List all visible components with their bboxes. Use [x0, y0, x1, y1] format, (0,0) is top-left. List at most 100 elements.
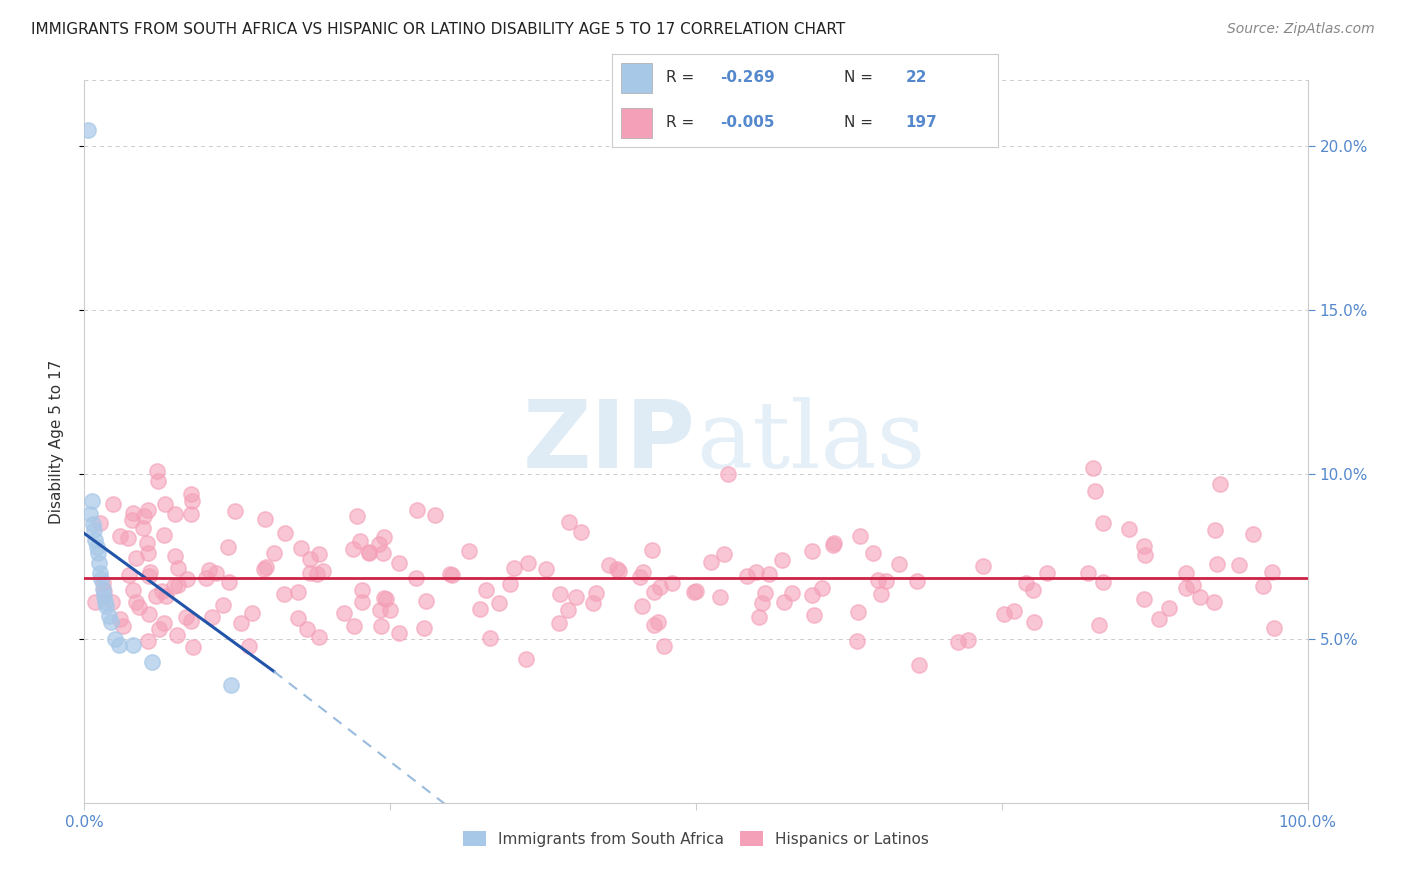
- Y-axis label: Disability Age 5 to 17: Disability Age 5 to 17: [49, 359, 63, 524]
- Point: [122, 638, 145, 652]
- Point: [93, 584, 115, 599]
- Point: [1021, 583, 1043, 598]
- Point: [135, 536, 157, 550]
- Point: [101, 497, 124, 511]
- Point: [479, 631, 502, 645]
- Point: [240, 607, 263, 621]
- Point: [138, 568, 160, 582]
- Point: [415, 594, 437, 608]
- Point: [875, 574, 897, 589]
- Point: [90, 573, 112, 587]
- Point: [96, 599, 118, 613]
- Point: [121, 513, 143, 527]
- Point: [1092, 516, 1115, 530]
- Point: [1118, 523, 1140, 537]
- Point: [163, 507, 186, 521]
- Point: [367, 537, 389, 551]
- Point: [166, 627, 188, 641]
- Point: [557, 603, 579, 617]
- Point: [516, 556, 538, 570]
- Point: [744, 565, 766, 579]
- Point: [547, 615, 569, 630]
- Point: [218, 574, 240, 589]
- Point: [607, 564, 630, 578]
- Point: [87, 556, 110, 570]
- Point: [373, 530, 395, 544]
- Point: [803, 608, 825, 623]
- Point: [1181, 578, 1204, 592]
- Point: [312, 565, 335, 579]
- Point: [515, 652, 537, 666]
- Point: [298, 552, 321, 566]
- Point: [585, 586, 607, 600]
- Point: [287, 585, 309, 599]
- Point: [1263, 621, 1285, 635]
- Point: [1253, 579, 1275, 593]
- Point: [1083, 460, 1105, 475]
- Point: [198, 563, 221, 577]
- Point: [128, 600, 150, 615]
- Point: [139, 566, 162, 580]
- Point: [165, 549, 187, 563]
- Point: [1084, 483, 1107, 498]
- Text: ZIP: ZIP: [523, 395, 696, 488]
- Point: [163, 579, 186, 593]
- Point: [108, 611, 131, 625]
- Point: [136, 546, 159, 560]
- Point: [122, 506, 145, 520]
- Point: [91, 582, 114, 597]
- Point: [273, 587, 295, 601]
- Point: [346, 508, 368, 523]
- Point: [254, 559, 277, 574]
- Point: [534, 562, 557, 576]
- Point: [1022, 615, 1045, 629]
- Point: [87, 546, 110, 560]
- Point: [134, 509, 156, 524]
- Point: [308, 630, 330, 644]
- Point: [368, 603, 391, 617]
- Text: atlas: atlas: [696, 397, 925, 486]
- Point: [1202, 595, 1225, 609]
- Text: -0.005: -0.005: [720, 115, 775, 130]
- Point: [125, 595, 148, 609]
- Point: [683, 585, 706, 599]
- Point: [195, 571, 218, 585]
- Point: [174, 610, 197, 624]
- Point: [474, 582, 496, 597]
- Point: [332, 606, 354, 620]
- Point: [117, 531, 139, 545]
- Point: [488, 596, 510, 610]
- Point: [357, 544, 380, 558]
- Point: [104, 632, 127, 646]
- Point: [643, 618, 665, 632]
- Point: [598, 558, 620, 573]
- Point: [972, 559, 994, 574]
- Point: [84, 595, 107, 609]
- Point: [82, 516, 104, 531]
- Point: [772, 594, 794, 608]
- Point: [84, 533, 107, 547]
- Bar: [621, 63, 652, 93]
- Point: [373, 591, 395, 605]
- Point: [253, 562, 276, 576]
- Point: [238, 639, 260, 653]
- Point: [405, 503, 427, 517]
- Point: [1135, 548, 1157, 562]
- Point: [145, 589, 167, 603]
- Point: [343, 619, 366, 633]
- Point: [846, 606, 869, 620]
- Point: [93, 589, 115, 603]
- Point: [152, 616, 174, 631]
- Text: Source: ZipAtlas.com: Source: ZipAtlas.com: [1227, 22, 1375, 37]
- Point: [305, 567, 328, 582]
- Text: N =: N =: [844, 70, 877, 86]
- Point: [141, 655, 163, 669]
- Point: [754, 586, 776, 600]
- Point: [86, 540, 108, 554]
- Point: [685, 583, 707, 598]
- Point: [263, 546, 285, 560]
- Point: [148, 622, 170, 636]
- Point: [155, 497, 177, 511]
- Point: [846, 634, 869, 648]
- Point: [350, 582, 373, 597]
